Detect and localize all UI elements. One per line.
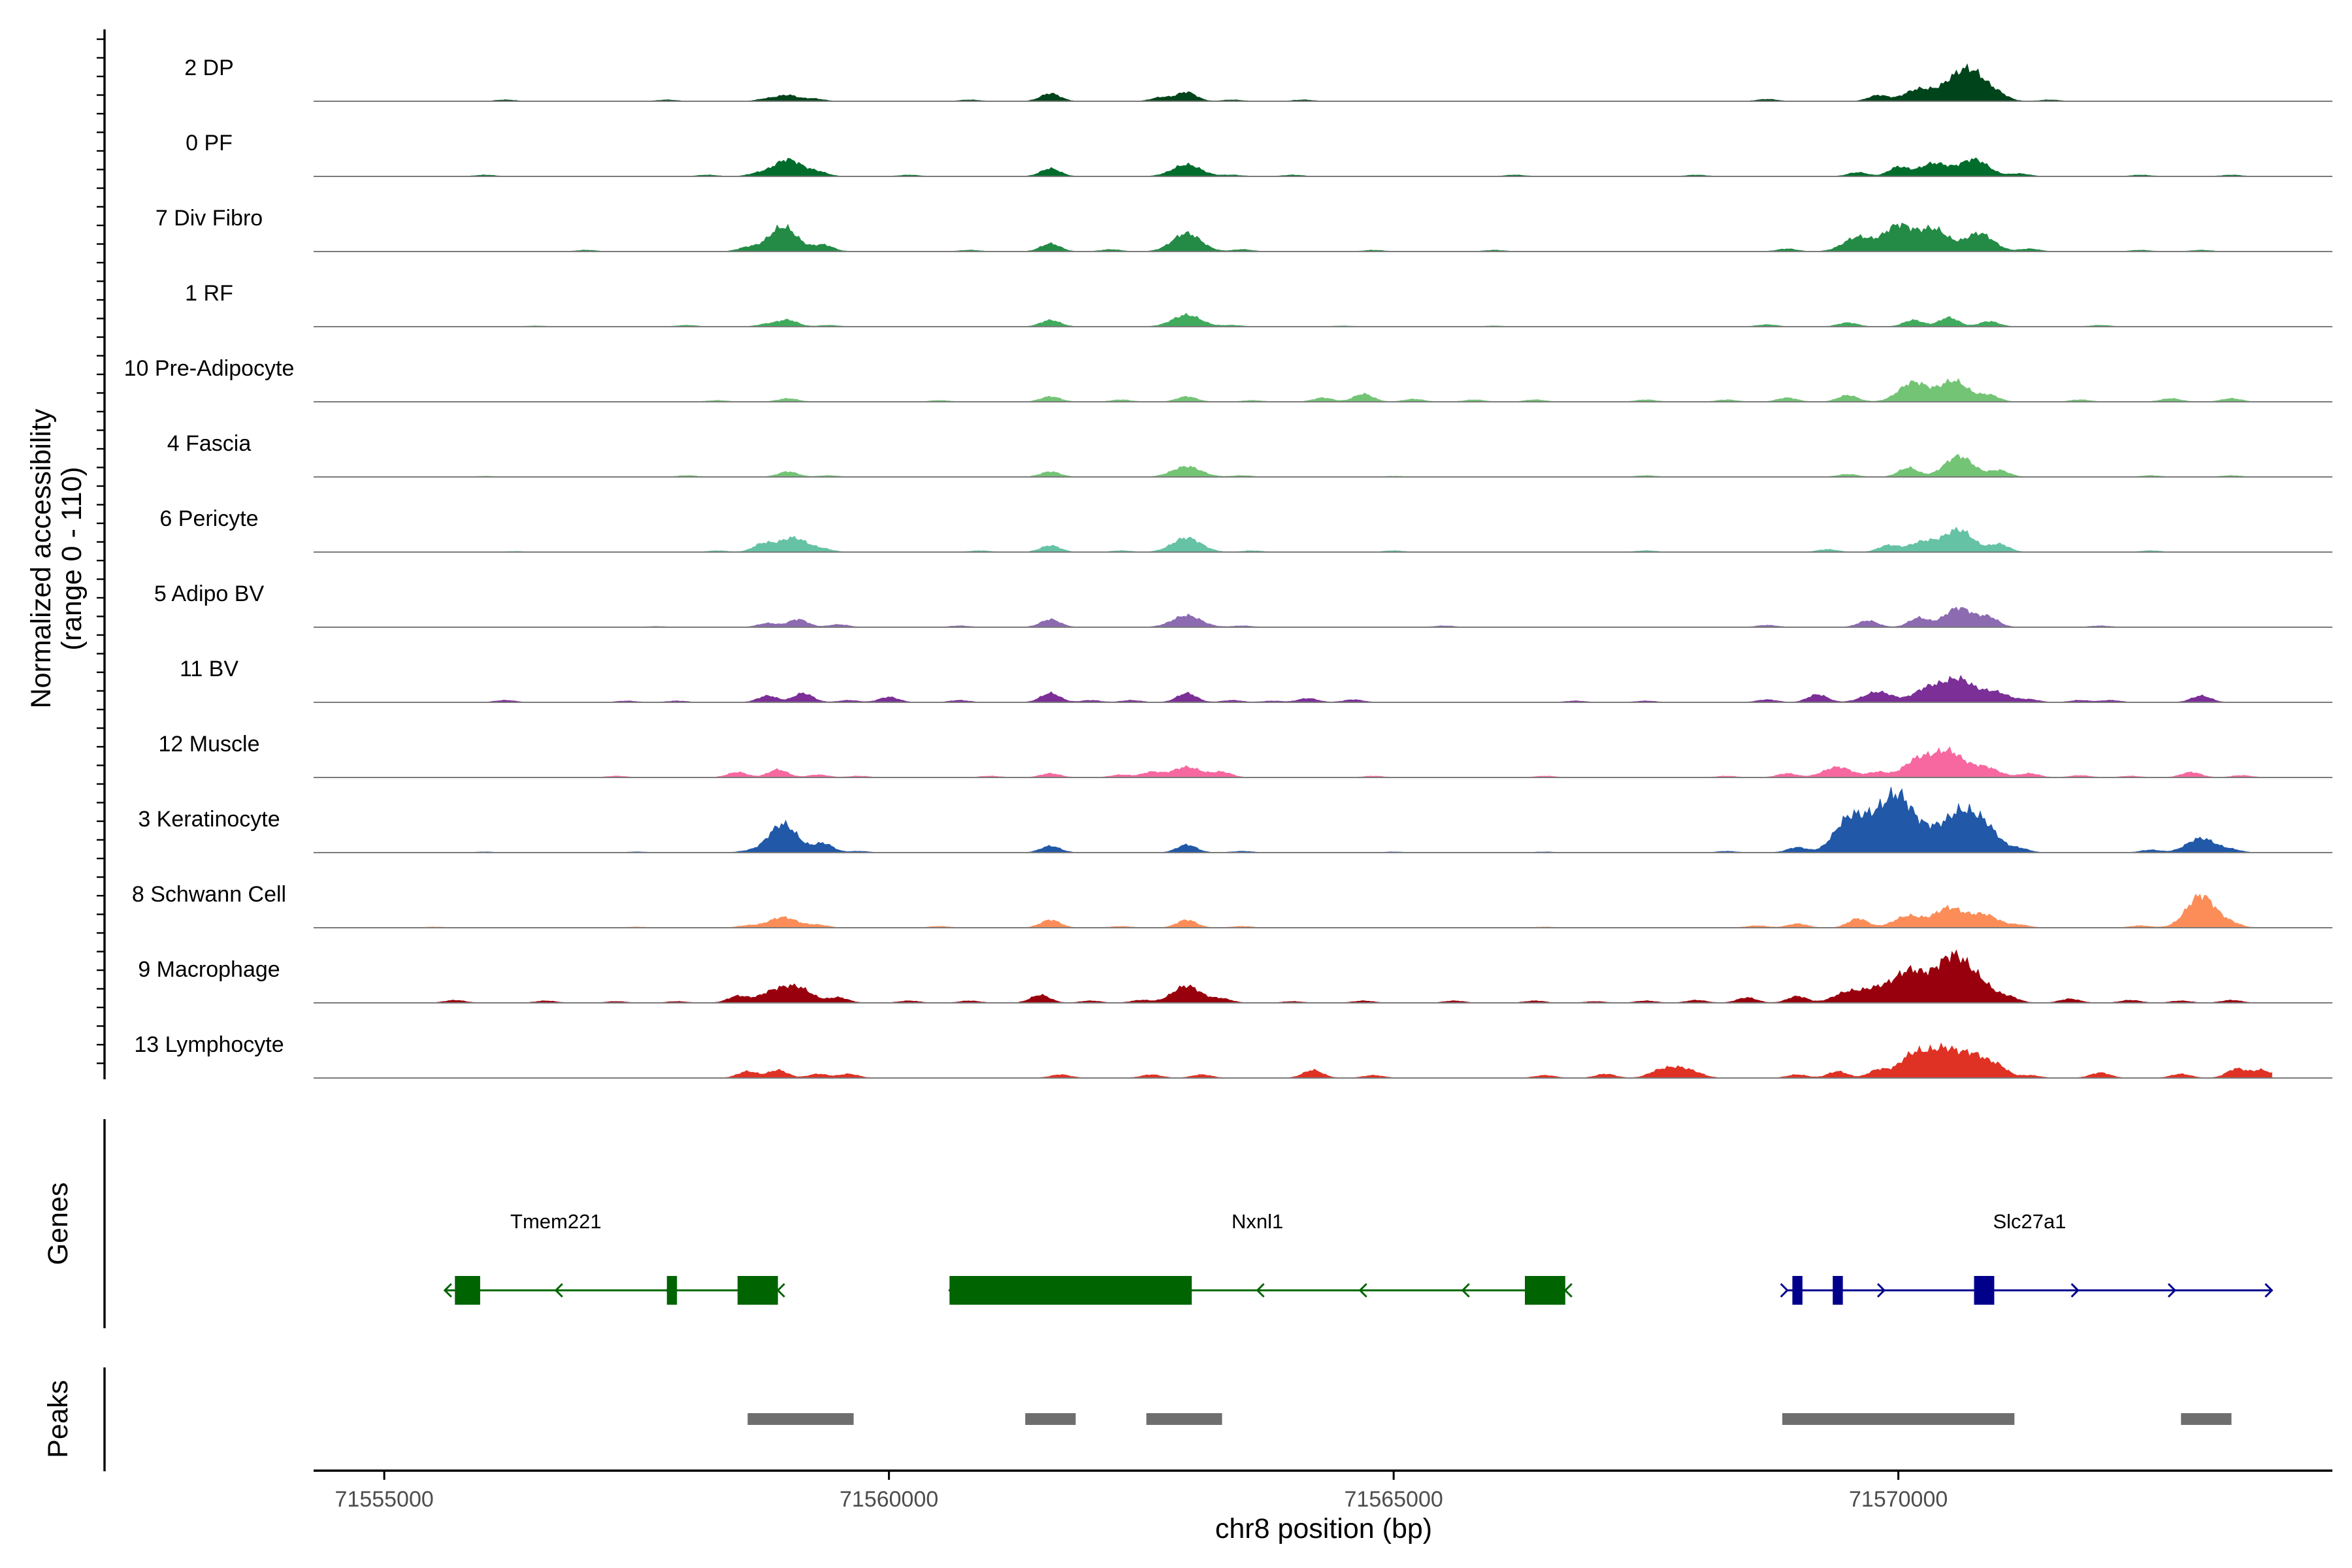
gene-label: Slc27a1 xyxy=(1993,1210,2066,1233)
coverage-track: 1 RF xyxy=(185,281,2332,327)
track-label: 10 Pre-Adipocyte xyxy=(124,356,295,381)
track-label: 5 Adipo BV xyxy=(154,581,265,606)
coverage-track: 4 Fascia xyxy=(167,431,2332,478)
coverage-track: 8 Schwann Cell xyxy=(132,882,2332,928)
gene-exon xyxy=(1833,1276,1843,1305)
coverage-track: 5 Adipo BV xyxy=(154,581,2332,628)
genes-panel-label: Genes xyxy=(42,1183,74,1266)
x-axis-ticks: 71555000 71560000 71565000 71570000 xyxy=(335,1471,1948,1512)
strand-arrow xyxy=(1256,1282,1265,1298)
gene-exon xyxy=(666,1276,678,1305)
coverage-track: 13 Lymphocyte xyxy=(134,1032,2332,1079)
y-axis xyxy=(97,29,106,1079)
gene-exon xyxy=(1792,1276,1803,1305)
x-tick-label: 71560000 xyxy=(840,1487,938,1512)
y-axis-label: Normalized accessibility xyxy=(25,408,57,708)
track-label: 3 Keratinocyte xyxy=(138,807,280,832)
gene-model: Nxnl1 xyxy=(948,1210,1573,1305)
coverage-track: 7 Div Fibro xyxy=(155,206,2332,252)
peak-region xyxy=(1782,1413,2015,1425)
gene-model: Tmem221 xyxy=(443,1210,785,1305)
coverage-track: 11 BV xyxy=(180,657,2332,703)
strand-arrow xyxy=(443,1282,452,1298)
x-axis-label: chr8 position (bp) xyxy=(1215,1513,1432,1544)
coverage-track: 3 Keratinocyte xyxy=(138,787,2332,853)
coverage-tracks: 2 DP 0 PF 7 Div Fibro 1 RF 10 Pre-Adipocyte 4… xyxy=(124,56,2332,1079)
x-tick-label: 71570000 xyxy=(1849,1487,1948,1512)
strand-arrow xyxy=(1780,1282,1789,1298)
track-label: 4 Fascia xyxy=(167,431,252,456)
coverage-track: 2 DP xyxy=(184,56,2332,102)
track-label: 7 Div Fibro xyxy=(155,206,263,231)
coverage-track: 12 Muscle xyxy=(159,732,2332,778)
peak-region xyxy=(747,1413,854,1425)
peak-region xyxy=(2181,1413,2232,1425)
track-label: 1 RF xyxy=(185,281,233,306)
strand-arrow xyxy=(2070,1282,2080,1298)
x-tick-label: 71555000 xyxy=(335,1487,434,1512)
peak-region xyxy=(1146,1413,1222,1425)
track-label: 2 DP xyxy=(184,56,234,80)
peaks-panel xyxy=(747,1413,2232,1425)
gene-exon xyxy=(1974,1276,1995,1305)
track-label: 9 Macrophage xyxy=(138,957,280,982)
track-label: 6 Pericyte xyxy=(159,506,258,531)
gene-exon xyxy=(949,1276,1192,1305)
track-label: 0 PF xyxy=(186,131,233,155)
strand-arrow xyxy=(1358,1282,1367,1298)
coverage-track: 6 Pericyte xyxy=(159,506,2332,553)
peak-region xyxy=(1025,1413,1076,1425)
track-label: 8 Schwann Cell xyxy=(132,882,286,907)
track-label: 11 BV xyxy=(180,657,238,681)
gene-annotation-panel: Tmem221 Nxnl1 Slc27a1 xyxy=(443,1210,2274,1305)
gene-model: Slc27a1 xyxy=(1780,1210,2274,1305)
gene-label: Nxnl1 xyxy=(1232,1210,1283,1233)
coverage-track: 10 Pre-Adipocyte xyxy=(124,356,2332,402)
strand-arrow xyxy=(2264,1282,2274,1298)
gene-label: Tmem221 xyxy=(510,1210,602,1233)
coverage-track: 9 Macrophage xyxy=(138,949,2332,1004)
strand-arrow xyxy=(2167,1282,2177,1298)
peaks-panel-label: Peaks xyxy=(42,1380,74,1458)
gene-exon xyxy=(455,1276,480,1305)
strand-arrow xyxy=(1876,1282,1886,1298)
track-label: 12 Muscle xyxy=(159,732,260,757)
strand-arrow xyxy=(1461,1282,1470,1298)
gene-exon xyxy=(1525,1276,1565,1305)
coverage-track: 0 PF xyxy=(186,131,2332,177)
strand-arrow xyxy=(554,1282,563,1298)
y-axis-range-label: (range 0 - 110) xyxy=(56,466,88,650)
gene-exon xyxy=(737,1276,778,1305)
track-label: 13 Lymphocyte xyxy=(134,1032,284,1057)
x-tick-label: 71565000 xyxy=(1345,1487,1443,1512)
